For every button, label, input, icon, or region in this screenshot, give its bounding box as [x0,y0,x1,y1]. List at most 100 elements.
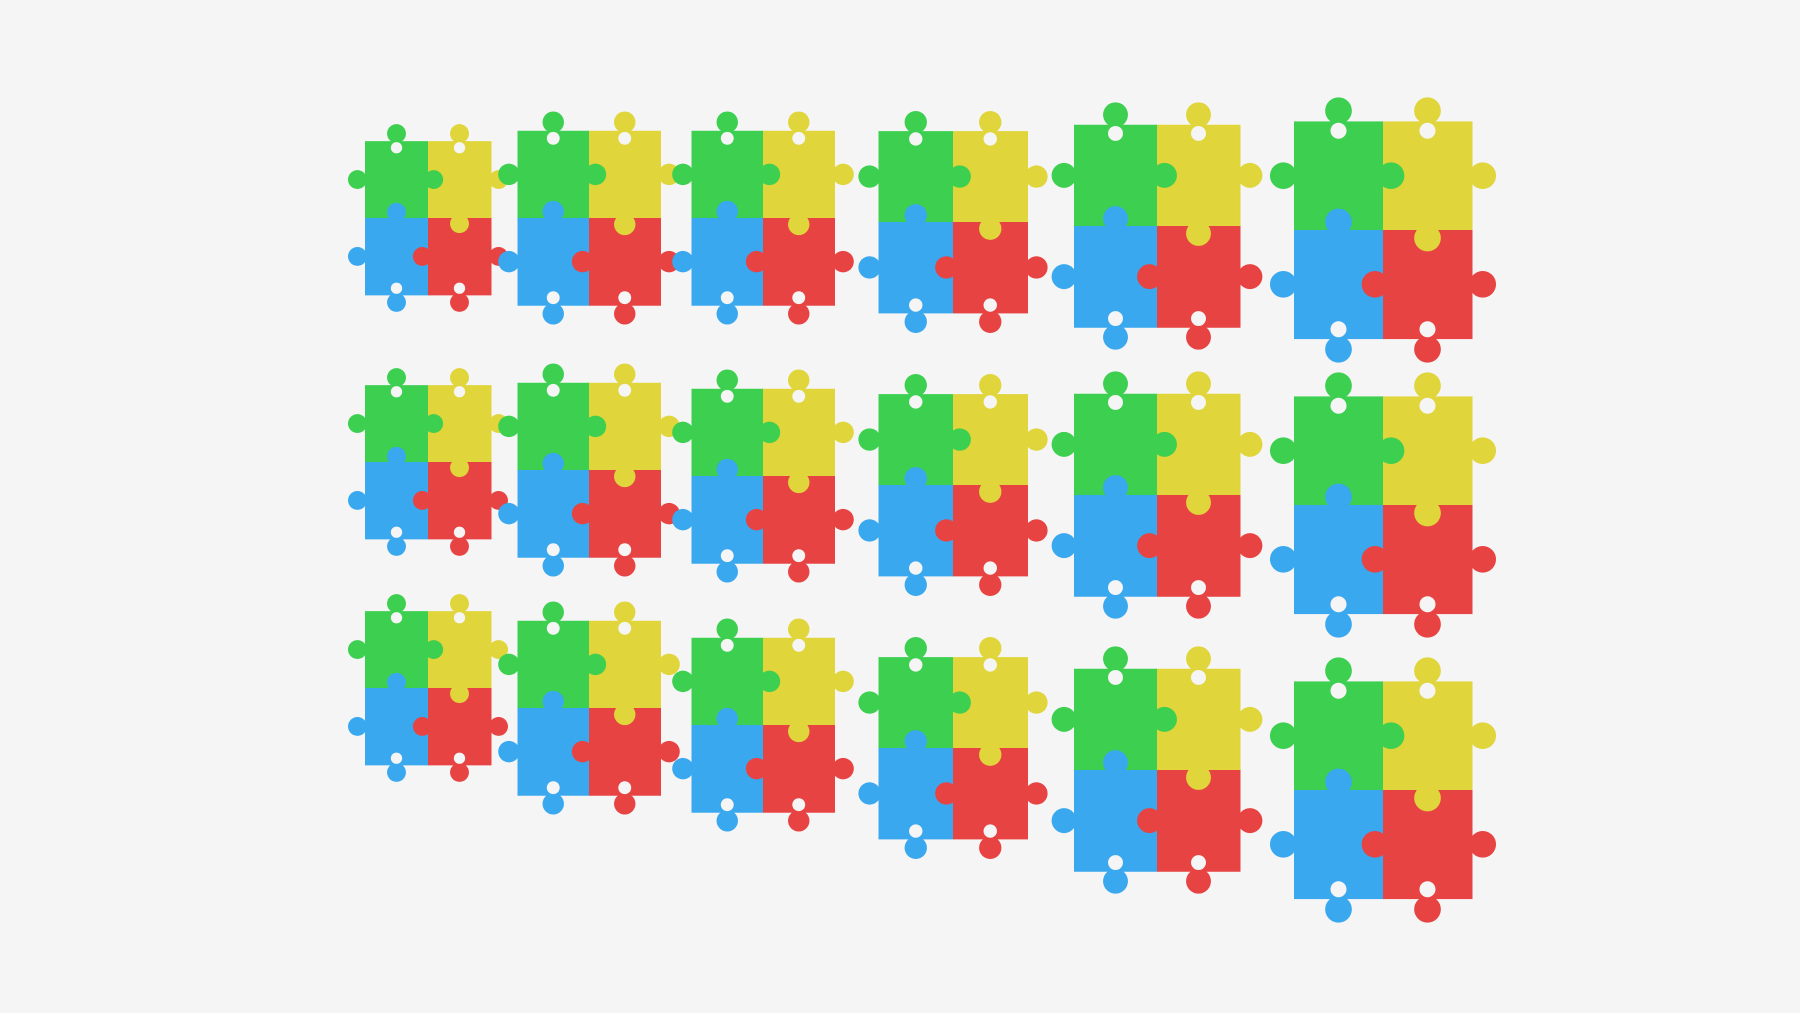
puzzle-knob [450,684,469,704]
puzzle-knob [904,836,927,860]
puzzle-socket [909,298,923,312]
puzzle-socket [390,612,403,624]
puzzle-knob [450,762,469,782]
puzzle-knob [387,536,406,556]
puzzle-group [858,636,1048,860]
puzzle-knob [672,250,694,273]
puzzle-knob [658,740,680,763]
puzzle-knob [1152,431,1177,457]
puzzle-knob [858,782,881,805]
puzzle-knob [387,446,406,466]
puzzle-knob [1186,646,1211,672]
puzzle-socket [453,142,466,154]
puzzle-knob [1137,264,1162,290]
puzzle-socket [1330,122,1347,139]
puzzle-socket [546,291,560,305]
puzzle-knob [1025,782,1048,805]
puzzle-socket [390,142,403,154]
puzzle-knob [1361,830,1389,858]
puzzle-socket [546,131,560,145]
puzzle-knob [1269,162,1297,190]
puzzle-socket [792,389,806,403]
puzzle-knob [542,452,564,475]
puzzle-knob [1325,895,1352,923]
puzzle-knob [1137,533,1162,559]
puzzle-socket [546,383,560,397]
puzzle-knob [1103,206,1128,231]
puzzle-knob [1414,224,1441,252]
puzzle-knob [571,250,594,273]
puzzle-knob [412,246,432,266]
puzzle-knob [489,716,509,736]
puzzle-group [672,369,854,583]
puzzle-knob [832,421,854,444]
puzzle-knob [1186,371,1211,397]
puzzle-group [1269,97,1497,363]
puzzle-knob [1051,162,1077,188]
puzzle-socket [1330,881,1347,898]
puzzle-knob [1361,545,1389,573]
puzzle-knob [858,691,881,714]
puzzle-knob [1237,706,1263,732]
puzzle-knob [387,672,406,692]
puzzle-knob [904,573,927,597]
puzzle-knob [614,601,636,623]
puzzle-socket [453,282,466,294]
puzzle-knob [832,670,854,693]
puzzle-knob [584,163,607,186]
puzzle-knob [1103,868,1128,894]
puzzle-socket [720,798,734,812]
puzzle-socket [1108,580,1123,596]
puzzle-knob [948,428,971,451]
puzzle-knob [387,292,406,312]
puzzle-knob [1103,646,1128,672]
puzzle-knob [1103,475,1128,500]
puzzle-socket [1191,855,1206,871]
puzzle-knob [347,246,367,266]
puzzle-knob [1269,545,1297,573]
puzzle-socket [1419,321,1436,338]
puzzle-socket [720,389,734,403]
puzzle-knob [1186,490,1211,515]
puzzle-knob [1152,162,1177,188]
puzzle-knob [788,369,810,391]
puzzle-knob [1325,335,1352,363]
puzzle-socket [792,131,806,145]
puzzle-knob [1103,102,1128,128]
puzzle-socket [909,395,923,409]
puzzle-knob [1325,97,1352,125]
puzzle-knob [412,490,432,510]
puzzle-socket [1419,682,1436,699]
puzzle-knob [614,465,636,488]
puzzle-knob [858,519,881,542]
puzzle-knob [1186,221,1211,246]
puzzle-knob [672,508,694,531]
puzzle-knob [904,467,927,490]
puzzle-knob [948,165,971,188]
puzzle-socket [909,561,923,575]
puzzle-knob [1186,102,1211,128]
puzzle-knob [1051,431,1077,457]
puzzle-knob [498,250,520,273]
puzzle-knob [498,740,520,763]
puzzle-knob [1414,335,1441,363]
puzzle-knob [1186,324,1211,350]
puzzle-group [498,363,680,577]
puzzle-socket [983,298,997,312]
puzzle-knob [1269,830,1297,858]
puzzle-socket [1419,122,1436,139]
puzzle-knob [498,502,520,525]
puzzle-knob [1152,706,1177,732]
puzzle-knob [904,310,927,334]
puzzle-socket [1419,596,1436,613]
puzzle-knob [1051,808,1077,834]
puzzle-socket [909,824,923,838]
puzzle-socket [453,612,466,624]
puzzle-knob [1137,808,1162,834]
puzzle-group [672,618,854,832]
puzzle-socket [1419,397,1436,414]
puzzle-knob [387,594,406,614]
puzzle-knob [979,573,1002,597]
puzzle-knob [979,110,1002,134]
puzzle-knob [788,471,810,494]
